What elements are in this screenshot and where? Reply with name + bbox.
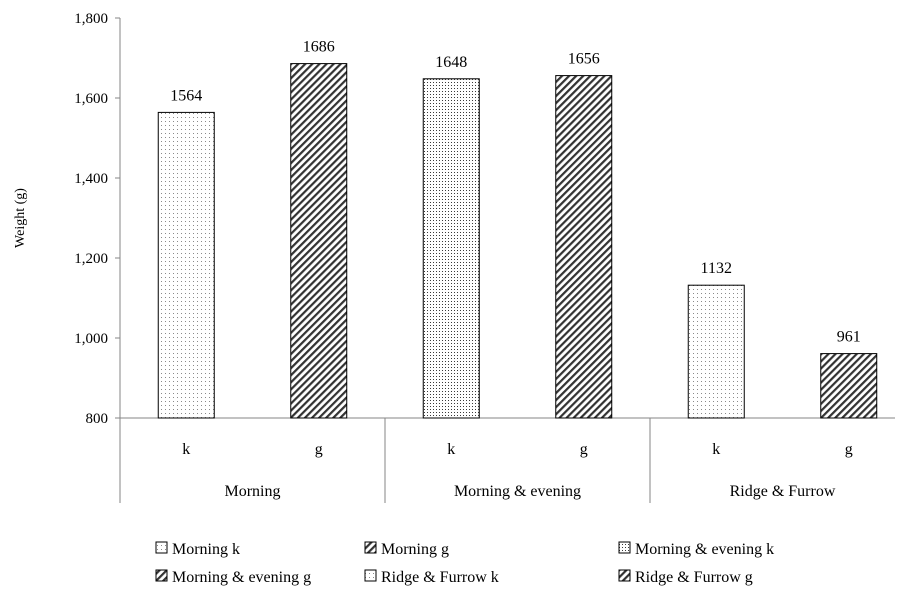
data-label: 1564: [170, 87, 202, 104]
group-label: Ridge & Furrow: [730, 483, 836, 500]
legend-swatch: [155, 541, 168, 554]
y-tick-label: 1,600: [74, 91, 108, 107]
legend-item: Morning k: [155, 541, 240, 558]
legend-label: Morning g: [381, 541, 449, 558]
bar: [820, 353, 878, 419]
legend-swatch: [618, 569, 631, 582]
legend-label: Ridge & Furrow g: [635, 569, 753, 586]
legend-label: Ridge & Furrow k: [381, 569, 499, 586]
bar: [290, 63, 348, 419]
data-label: 1686: [303, 39, 335, 56]
legend-swatch: [155, 569, 168, 582]
group-label: Morning: [225, 483, 281, 500]
legend-item: Ridge & Furrow g: [618, 569, 753, 586]
axes: 800 1,000 1,200 1,400 1,600 1,800 Weight (g) Mo…: [13, 11, 895, 503]
legend-item: Morning & evening g: [155, 569, 311, 586]
legend: Morning k Morning g Morning & evening k Mor…: [155, 541, 774, 586]
data-label: 1656: [568, 51, 600, 68]
y-tick-label: 1,200: [74, 251, 108, 267]
category-label: g: [315, 441, 323, 458]
data-labels: 1564 1686 1648 1656 1132 961: [170, 39, 861, 346]
y-tick-label: 1,000: [74, 331, 108, 347]
category-label: g: [845, 441, 853, 458]
bar: [157, 111, 215, 419]
legend-label: Morning & evening g: [172, 569, 311, 586]
legend-label: Morning k: [172, 541, 240, 558]
group-label: Morning & evening: [454, 483, 581, 500]
category-label: g: [580, 441, 588, 458]
y-axis-title: Weight (g): [13, 188, 28, 248]
bars: [157, 63, 878, 419]
data-label: 1648: [435, 54, 467, 71]
legend-item: Morning & evening k: [618, 541, 774, 558]
data-label: 1132: [701, 260, 732, 277]
bar: [687, 284, 745, 419]
legend-label: Morning & evening k: [635, 541, 774, 558]
legend-item: Ridge & Furrow k: [364, 569, 499, 586]
y-tick-label: 1,800: [74, 11, 108, 27]
legend-swatch: [364, 569, 377, 582]
data-label: 961: [837, 329, 861, 346]
category-label: k: [447, 441, 455, 458]
y-tick-label: 1,400: [74, 171, 108, 187]
legend-swatch: [618, 541, 631, 554]
y-tick-label: 800: [86, 411, 109, 427]
bar: [555, 75, 613, 419]
legend-item: Morning g: [364, 541, 449, 558]
bar: [422, 78, 480, 419]
category-label: k: [182, 441, 190, 458]
legend-swatch: [364, 541, 377, 554]
category-label: k: [712, 441, 720, 458]
